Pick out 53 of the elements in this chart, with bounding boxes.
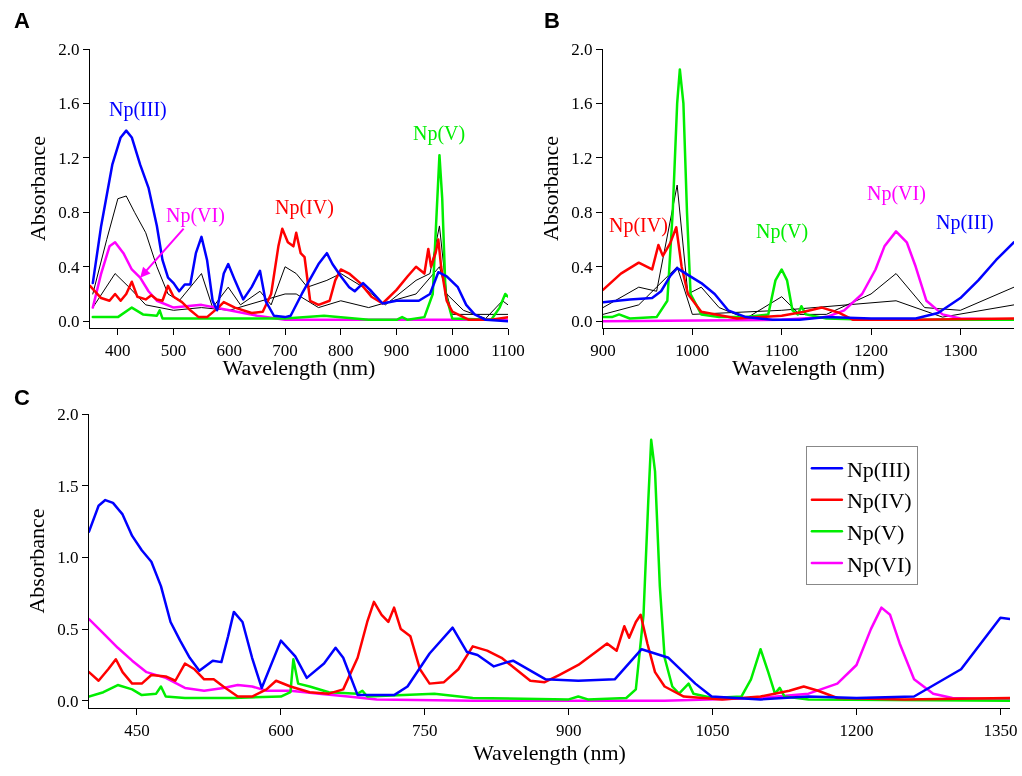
x-tick-label: 900 <box>590 340 616 360</box>
annotation: Np(VI) <box>867 182 926 205</box>
x-tick-label: 500 <box>160 340 187 360</box>
y-tick-label: 2.0 <box>57 404 79 424</box>
y-tick-label: 1.5 <box>57 476 79 496</box>
y-tick-label: 0.0 <box>58 312 80 332</box>
y-tick-label: 0.0 <box>57 691 79 711</box>
annotation: Np(IV) <box>275 196 334 219</box>
x-tick-label: 1300 <box>943 340 978 360</box>
x-tick-label: 400 <box>105 340 131 360</box>
annotation: Np(VI) <box>166 204 225 227</box>
y-tick-label: 0.8 <box>571 203 593 223</box>
y-tick-label: 0.8 <box>58 203 80 223</box>
x-tick-label: 1050 <box>695 720 730 740</box>
x-tick-label: 900 <box>555 720 582 740</box>
y-tick-label: 2.0 <box>571 39 593 59</box>
y-axis-title: Absorbance <box>538 135 564 242</box>
y-tick-label: 1.2 <box>571 148 593 168</box>
x-tick-label: 1000 <box>675 340 710 360</box>
x-tick-label: 600 <box>268 720 294 740</box>
line-series <box>89 438 1010 703</box>
line-series <box>92 195 508 319</box>
y-tick-label: 2.0 <box>58 39 80 59</box>
annotation: Np(IV) <box>609 214 668 237</box>
x-tick-label: 900 <box>383 340 410 360</box>
chart-title: B <box>544 8 560 33</box>
y-tick-label: 0.4 <box>58 257 80 277</box>
y-tick-label: 1.2 <box>58 148 80 168</box>
legend-label: Np(III) <box>846 456 911 482</box>
y-tick-label: 1.0 <box>57 548 79 568</box>
x-tick-label: 1350 <box>983 720 1018 740</box>
annotation: Np(V) <box>413 122 466 145</box>
annotation: Np(V) <box>756 220 809 243</box>
y-tick-label: 0.5 <box>57 620 79 640</box>
legend-label: Np(V) <box>846 519 905 545</box>
y-axis-title: Absorbance <box>25 135 51 242</box>
y-tick-label: 1.6 <box>571 94 593 114</box>
x-axis-title: Wavelength (nm) <box>473 739 626 765</box>
legend-label: Np(VI) <box>846 551 912 577</box>
x-tick-label: 750 <box>412 720 438 740</box>
y-tick-label: 1.6 <box>58 94 80 114</box>
chart-title: A <box>14 8 30 33</box>
x-tick-label: 1100 <box>491 340 525 360</box>
x-tick-label: 1200 <box>839 720 874 740</box>
chart-title: C <box>14 385 30 410</box>
annotation: Np(III) <box>936 211 994 234</box>
x-tick-label: 1000 <box>435 340 470 360</box>
annotation: Np(III) <box>109 98 167 121</box>
y-axis-title: Absorbance <box>24 508 50 614</box>
y-tick-label: 0.4 <box>571 257 593 277</box>
x-tick-label: 450 <box>124 720 150 740</box>
legend-label: Np(IV) <box>846 488 912 514</box>
y-tick-label: 0.0 <box>571 312 593 332</box>
